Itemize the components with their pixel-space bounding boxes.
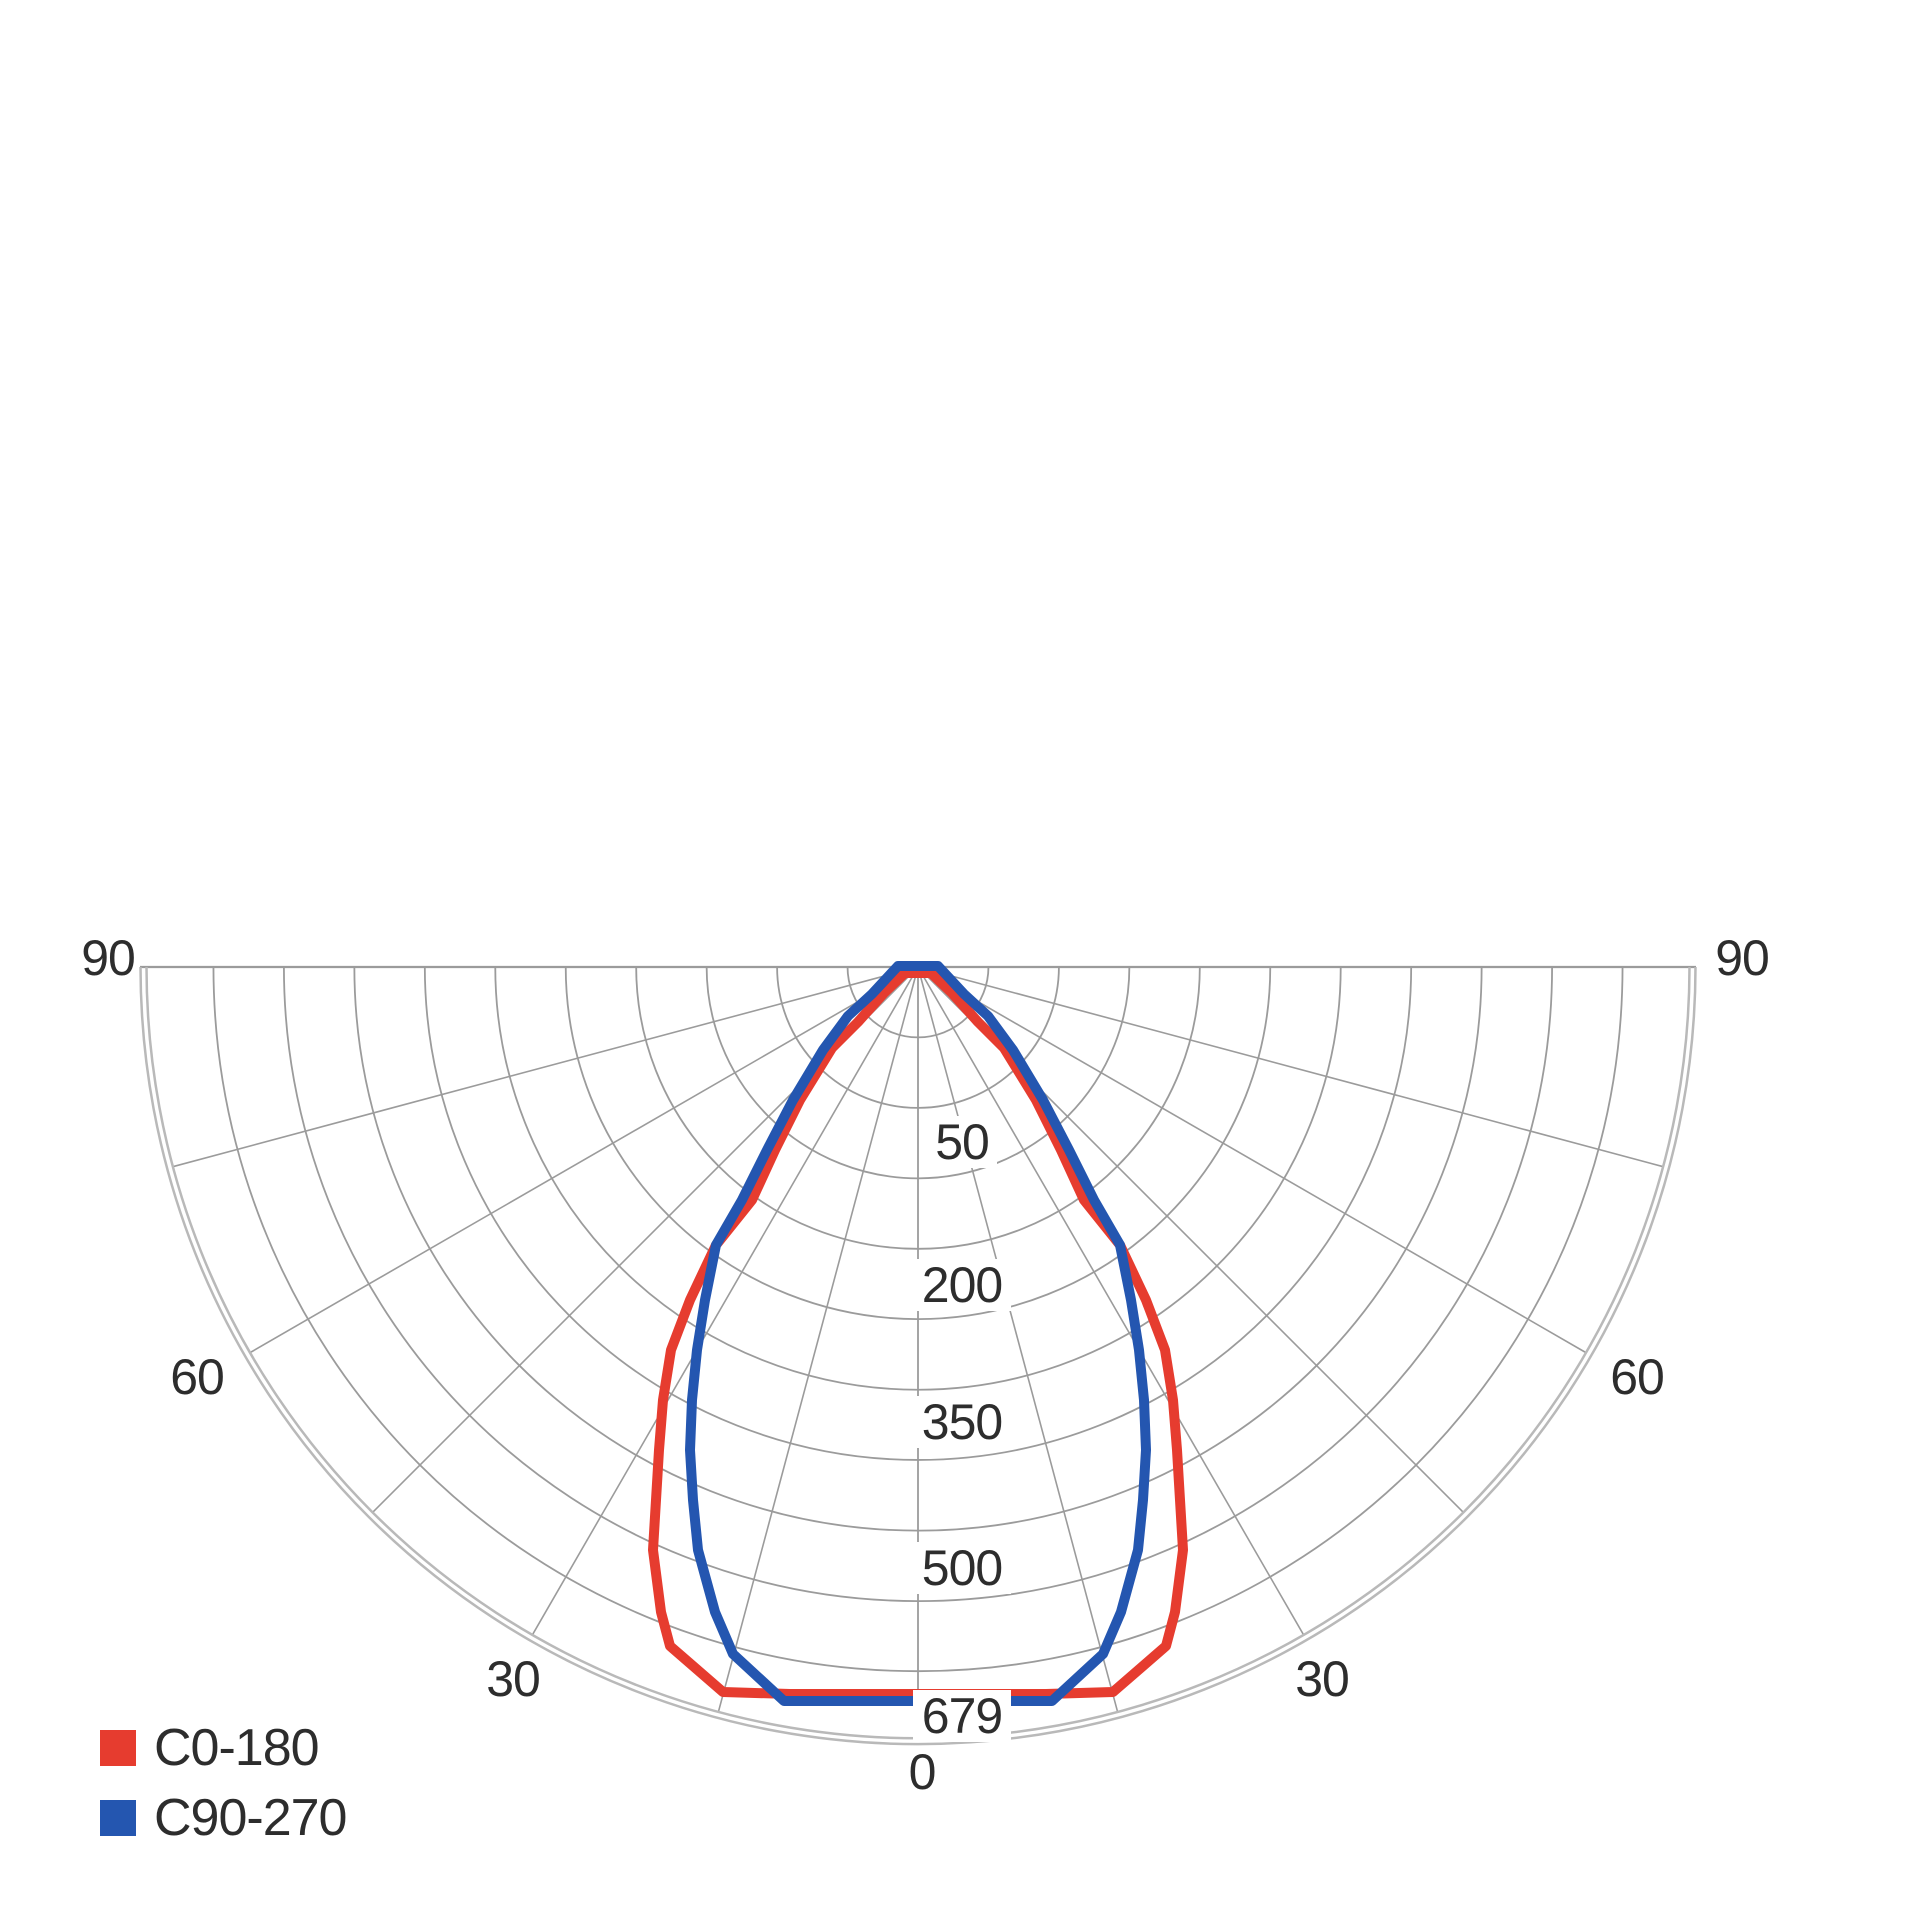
radial-tick-label-500: 500 <box>922 1540 1002 1596</box>
legend-swatch-c90-270 <box>100 1800 136 1836</box>
angle-tick-label-1-90: 90 <box>1715 930 1769 986</box>
legend-item-c0-180: C0-180 <box>100 1722 346 1774</box>
legend: C0-180 C90-270 <box>100 1722 347 1847</box>
legend-label-c0-180: C0-180 <box>154 1719 320 1777</box>
radial-tick-label-200: 200 <box>922 1257 1002 1313</box>
legend-label-c90-270: C90-270 <box>154 1789 347 1847</box>
angle-tick-label-4-30: 30 <box>486 1651 540 1707</box>
radial-tick-label-350: 350 <box>922 1394 1002 1450</box>
angle-tick-label-6-0: 0 <box>909 1744 936 1800</box>
angle-tick-label-3-60: 60 <box>1610 1349 1664 1405</box>
legend-swatch-c0-180 <box>100 1730 136 1766</box>
legend-item-c90-270: C90-270 <box>100 1789 347 1847</box>
radial-tick-label-50: 50 <box>935 1114 989 1170</box>
angle-tick-label-5-30: 30 <box>1295 1651 1349 1707</box>
radial-tick-label-679: 679 <box>922 1688 1002 1744</box>
angle-tick-label-0-90: 90 <box>81 930 135 986</box>
angle-tick-label-2-60: 60 <box>170 1349 224 1405</box>
